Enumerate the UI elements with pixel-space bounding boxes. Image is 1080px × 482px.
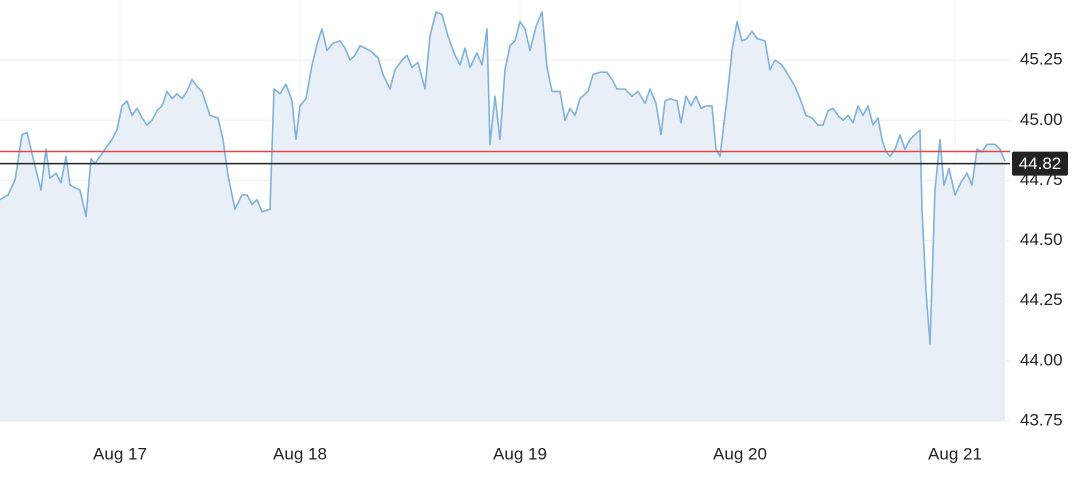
y-tick-label: 45.00 [1020,110,1063,129]
price-label: 44.82 [1019,154,1062,173]
price-badge [1012,151,1068,176]
y-tick-label: 44.25 [1020,290,1063,309]
x-tick-label: Aug 19 [493,444,547,463]
y-tick-label: 43.75 [1020,410,1063,429]
y-tick-label: 44.00 [1020,350,1063,369]
y-tick-label: 45.25 [1020,50,1063,69]
x-tick-label: Aug 20 [713,444,767,463]
line [0,11,1006,345]
area [0,12,1005,421]
plot [0,11,1010,421]
y-tick-label: 44.50 [1020,230,1063,249]
x-tick-label: Aug 17 [93,444,147,463]
x-tick-label: Aug 18 [273,444,327,463]
x-tick-label: Aug 21 [928,444,982,463]
